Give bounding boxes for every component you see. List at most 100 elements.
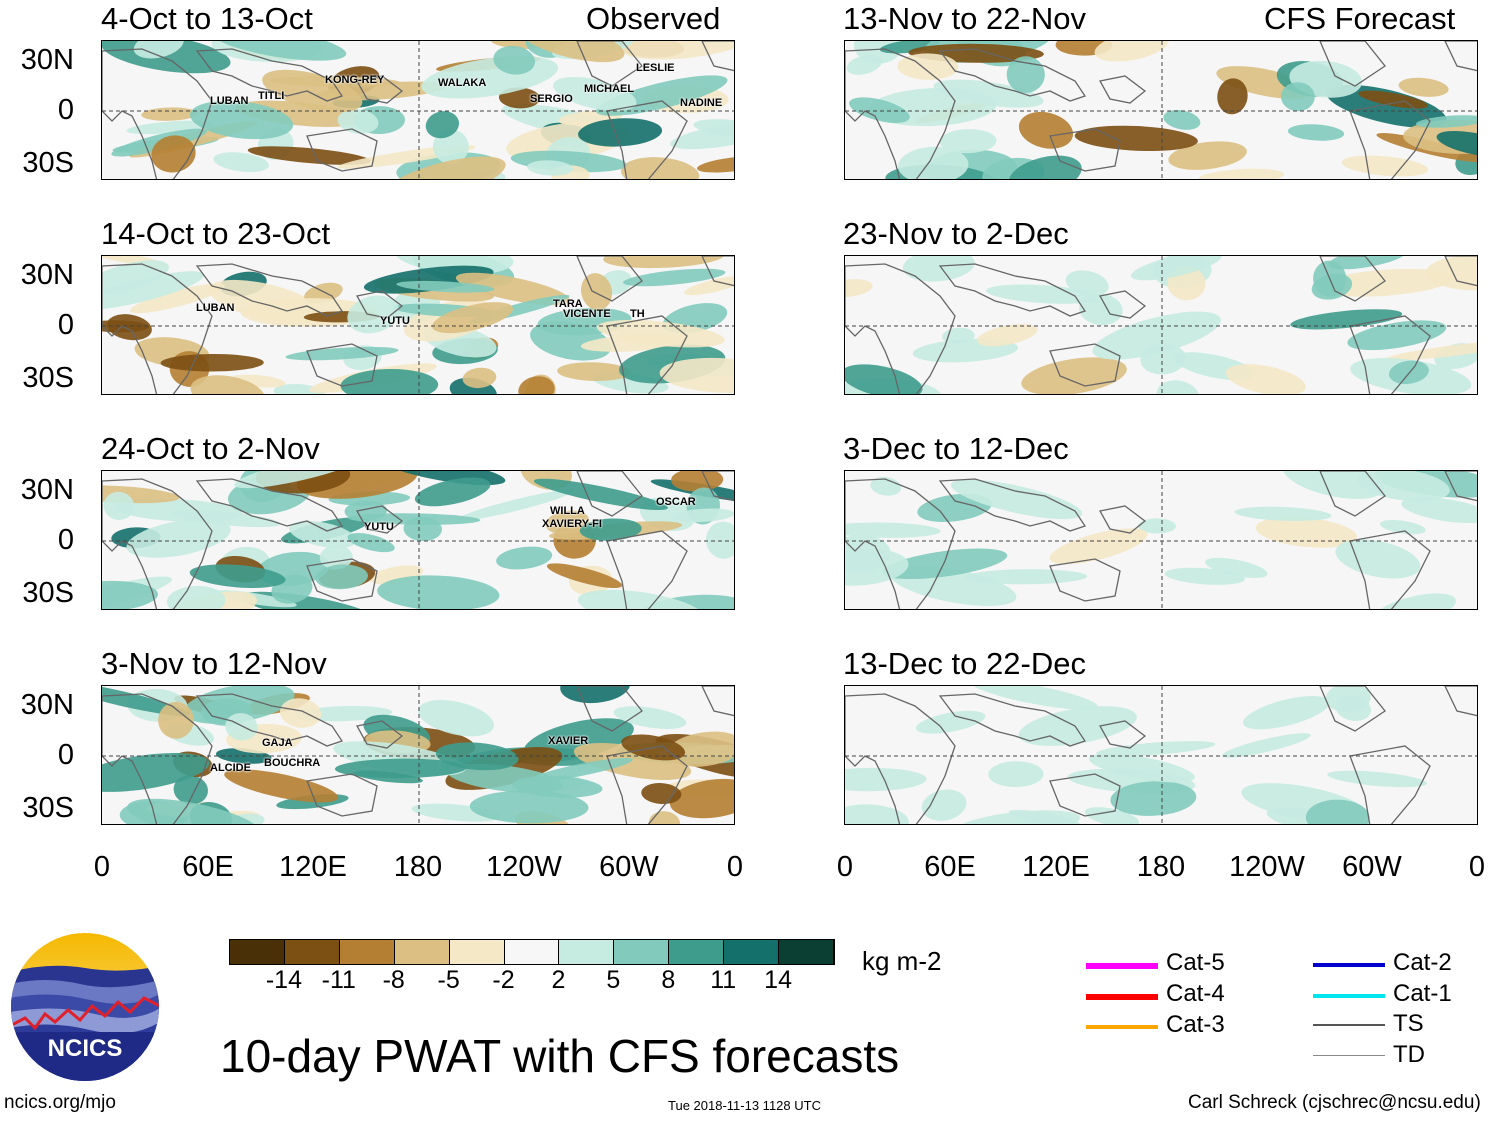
pwat-anomaly-blob [160,353,264,372]
pwat-anomaly-blob [1266,807,1387,824]
coastline [576,686,643,732]
coastline [1098,505,1147,534]
pwat-anomaly-blob [1049,528,1148,565]
coastline [1319,256,1386,302]
coastline [355,505,404,534]
pwat-anomaly-blob [553,76,637,112]
pwat-anomaly-blob [693,119,734,139]
coastline [701,256,734,287]
legend-swatch-ts [1313,1024,1385,1026]
coastline [355,75,404,104]
pwat-anomaly-blob [530,758,633,782]
pwat-anomaly-blob [418,700,494,737]
storm-label-willa: WILLA [550,505,585,517]
map-forecast-2 [844,255,1478,395]
lon-label-120e: 120E [279,851,347,883]
pwat-anomaly-blob [1347,320,1447,351]
lon-label-0-east: 0 [1468,851,1486,883]
coastline [606,745,688,824]
lat-label-30s: 30S [22,362,74,394]
pwat-anomaly-blob [414,477,491,507]
coastline [606,315,688,394]
coastline [306,558,378,602]
pwat-anomaly-blob [1401,497,1477,524]
pwat-anomaly-blob [1021,357,1127,394]
pwat-anomaly-blob [337,109,379,134]
coastline [1444,41,1477,72]
colorbar-swatch [230,940,285,964]
pwat-anomaly-blob [126,518,231,558]
storm-label-oscar: OSCAR [656,496,696,508]
pwat-anomaly-blob [1243,696,1330,730]
pwat-anomaly-blob [1084,807,1140,824]
pwat-anomaly-blob [1436,130,1477,157]
coastline [701,41,734,72]
coastline [576,41,643,87]
coastline [938,48,1087,102]
coastline [1444,256,1477,287]
storm-label-vicente: VICENTE [563,308,611,320]
pwat-anomaly-blob [1217,78,1248,115]
pwat-anomaly-blob [158,701,194,739]
coastline [845,48,956,179]
pwat-anomaly-blob [1415,115,1477,128]
pwat-field [102,41,734,179]
pwat-anomaly-blob [898,146,969,179]
pwat-anomaly-blob [659,357,734,394]
colorbar-swatch [779,940,834,964]
coastline [355,290,404,319]
storm-label-leslie: LESLIE [636,62,675,74]
pwat-anomaly-blob [285,346,399,361]
coastline [1049,128,1121,172]
pwat-anomaly-blob [845,522,941,538]
coastline [1349,315,1431,394]
footer-url: ncics.org/mjo [4,1092,116,1113]
units-label: kg m-2 [862,946,942,976]
lat-label-30s: 30S [22,147,74,179]
lat-label-0: 0 [57,309,74,341]
coastline [938,693,1087,747]
lon-label-180: 180 [1136,851,1186,883]
coastline [576,256,643,302]
pwat-anomaly-blob [347,533,395,553]
pwat-anomaly-blob [1328,256,1408,270]
colorbar [229,939,835,965]
pwat-anomaly-blob [103,491,135,520]
pwat-anomaly-blob [697,156,734,173]
pwat-anomaly-blob [1325,686,1371,713]
pwat-field [102,471,734,609]
pwat-anomaly-blob [573,742,692,780]
pwat-field [845,471,1477,609]
storm-label-th: TH [630,308,645,320]
pwat-field [845,686,1477,824]
colorbar-tick-label: -5 [437,966,460,994]
colorbar-swatch [449,940,505,964]
colorbar-swatch [614,940,670,964]
legend-label-cat-5: Cat-5 [1166,949,1225,976]
lon-label-0: 0 [836,851,854,883]
map-observed-4 [101,685,735,825]
legend-swatch-cat-2 [1313,963,1385,967]
storm-label-yutu: YUTU [380,315,410,327]
pwat-anomaly-blob [671,471,724,492]
map-forecast-4 [844,685,1478,825]
lat-label-30n: 30N [20,259,74,291]
pwat-anomaly-blob [1074,125,1198,152]
lat-label-30n: 30N [20,44,74,76]
legend-label-cat-1: Cat-1 [1393,980,1452,1007]
coastline [306,343,378,387]
coastline [701,471,734,502]
coastline [938,263,1087,317]
pwat-anomaly-blob [141,107,198,121]
colorbar-tick-label: 14 [764,966,792,994]
pwat-anomaly-blob [845,548,909,586]
pwat-anomaly-blob [849,97,910,123]
pwat-anomaly-blob [102,580,159,609]
pwat-anomaly-blob [1379,519,1426,535]
pwat-anomaly-blob [133,41,184,59]
ncics-logo: NCICS [10,932,160,1082]
pwat-anomaly-blob [669,778,734,819]
pwat-anomaly-blob [518,376,555,394]
pwat-anomaly-blob [493,45,536,75]
pwat-anomaly-blob [183,686,295,724]
